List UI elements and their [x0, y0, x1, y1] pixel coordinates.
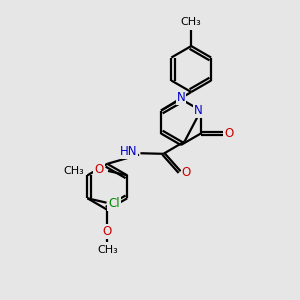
Text: Cl: Cl [108, 197, 120, 210]
Text: CH₃: CH₃ [64, 166, 85, 176]
Text: N: N [194, 104, 203, 117]
Text: O: O [103, 225, 112, 238]
Text: O: O [225, 127, 234, 140]
Text: O: O [94, 163, 103, 176]
Text: CH₃: CH₃ [97, 245, 118, 255]
Text: CH₃: CH₃ [181, 16, 202, 27]
Text: HN: HN [119, 145, 137, 158]
Text: O: O [182, 166, 191, 178]
Text: N: N [176, 91, 185, 104]
